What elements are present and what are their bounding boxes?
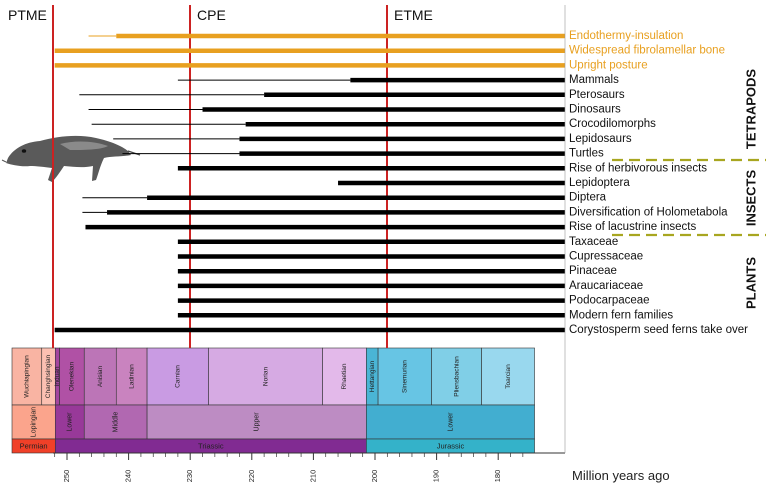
stage-label: Toarcian: [505, 364, 512, 389]
trait-label: Modern fern families: [569, 309, 673, 321]
event-label: CPE: [197, 7, 226, 23]
x-tick-label: 200: [370, 470, 379, 483]
stage-cell: [11, 347, 43, 406]
stage-label: Rhaetian: [341, 363, 348, 389]
stage-label: Changhsingian: [45, 354, 52, 398]
trait-label: Pterosaurs: [569, 89, 625, 101]
trait-label: Turtles: [569, 148, 604, 160]
x-tick-label: 250: [62, 470, 71, 483]
group-label: PLANTS: [743, 257, 758, 309]
x-tick-label: 220: [247, 470, 256, 483]
x-tick-label: 240: [124, 470, 133, 483]
series-label: Upper: [254, 412, 261, 432]
x-tick-label: 180: [493, 470, 502, 483]
stage-label: Anisian: [97, 365, 104, 387]
system-label: Permian: [20, 441, 48, 450]
trait-label: Rise of herbivorous insects: [569, 162, 707, 174]
stage-cell: [208, 347, 323, 406]
stage-label: Hettangian: [369, 360, 376, 392]
stage-label: Olenekian: [69, 361, 76, 391]
series-label: Middle: [113, 412, 120, 433]
stage-cell: [377, 347, 432, 406]
series-label: Lower: [67, 412, 74, 432]
event-label: PTME: [8, 7, 47, 23]
series-label: Lower: [447, 412, 454, 432]
series-cell: [146, 404, 367, 440]
trait-label: Crocodilomorphs: [569, 118, 656, 130]
stage-cell: [115, 347, 148, 406]
trait-label: Corystosperm seed ferns take over: [569, 324, 748, 336]
stage-label: Sinemurian: [402, 360, 409, 393]
stage-label: Carnian: [175, 365, 182, 388]
group-label: INSECTS: [743, 170, 758, 227]
trait-label: Diptera: [569, 192, 607, 204]
x-axis-title: Million years ago: [572, 468, 670, 483]
stage-cell: [322, 347, 367, 406]
stage-cell: [146, 347, 209, 406]
series-label: Lopingian: [30, 407, 37, 437]
trait-label: Podocarpaceae: [569, 295, 650, 307]
trait-label: Dinosaurs: [569, 104, 621, 116]
trait-label: Upright posture: [569, 59, 648, 71]
stage-label: Norian: [262, 367, 269, 387]
group-label: TETRAPODS: [743, 69, 758, 150]
x-tick-label: 190: [432, 470, 441, 483]
trait-label: Pinaceae: [569, 265, 617, 277]
series-cell: [54, 404, 85, 440]
trait-label: Diversification of Holometabola: [569, 206, 728, 218]
system-label: Triassic: [198, 441, 224, 450]
stage-label: Pliensbachian: [453, 356, 460, 397]
trait-label: Rise of lacustrine insects: [569, 221, 696, 233]
series-cell: [366, 404, 535, 440]
trait-label: Taxaceae: [569, 236, 618, 248]
system-label: Jurassic: [437, 441, 465, 450]
stage-cell: [83, 347, 117, 406]
series-cell: [83, 404, 148, 440]
trait-label: Lepidosaurs: [569, 133, 632, 145]
trait-label: Araucariaceae: [569, 280, 643, 292]
event-label: ETME: [394, 7, 433, 23]
trait-label: Cupressaceae: [569, 251, 643, 263]
stage-label: Wuchiapingian: [24, 355, 31, 398]
series-cell: [11, 404, 56, 440]
trait-label: Widespread fibrolamellar bone: [569, 45, 725, 57]
x-tick-label: 210: [308, 470, 317, 483]
stage-cell: [481, 347, 535, 406]
cynodont-illustration: [1, 135, 141, 182]
stage-label: Induan: [54, 366, 61, 386]
stage-label: Ladinian: [128, 364, 135, 389]
trait-label: Lepidoptera: [569, 177, 630, 189]
x-tick-label: 230: [185, 470, 194, 483]
trait-label: Mammals: [569, 74, 619, 86]
trait-label: Endothermy-insulation: [569, 30, 683, 42]
